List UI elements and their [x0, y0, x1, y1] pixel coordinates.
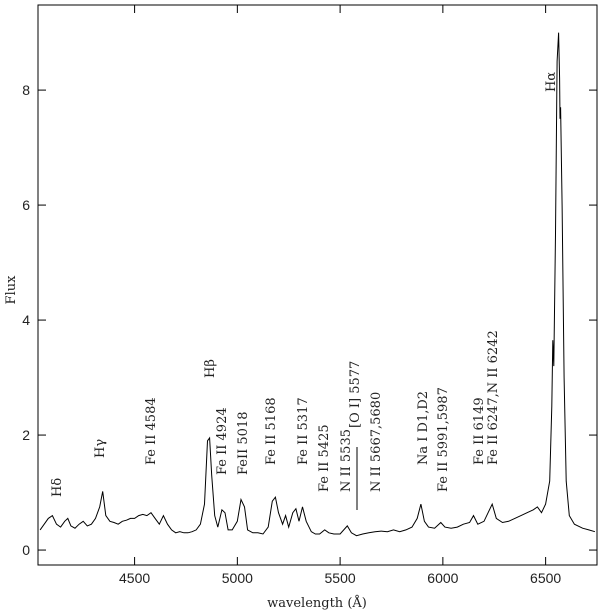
y-axis-label: Flux: [4, 275, 19, 305]
y-tick-label: 6: [22, 197, 30, 213]
x-tick-label: 6500: [530, 570, 561, 586]
line-annotation: Fe II 4584: [144, 397, 159, 465]
y-tick-label: 4: [22, 312, 30, 328]
line-annotation: Fe II 4924: [215, 407, 230, 475]
line-annotation: Fe II 5168: [264, 397, 279, 465]
x-tick-label: 4500: [119, 570, 150, 586]
line-annotation: Fe II 5317: [296, 397, 311, 465]
line-annotation: FeII 5018: [236, 412, 251, 476]
line-annotation: Hδ: [50, 478, 65, 497]
line-annotation: N II 5535: [339, 429, 354, 492]
x-axis-label: wavelength (Å): [267, 595, 367, 611]
line-annotation: Hγ: [93, 439, 108, 458]
line-annotation: Fe II 6149: [472, 397, 487, 465]
line-annotation: Hβ: [203, 359, 218, 378]
spectrum-line: [39, 32, 596, 537]
y-tick-label: 2: [22, 427, 30, 443]
x-tick-label: 5500: [325, 570, 356, 586]
line-annotation: Hα: [544, 72, 559, 92]
line-annotation: Fe II 6247,N II 6242: [486, 330, 501, 465]
y-tick-label: 8: [22, 82, 30, 98]
y-tick-label: 0: [22, 542, 30, 558]
x-tick-label: 5000: [222, 570, 253, 586]
x-tick-label: 6000: [427, 570, 458, 586]
plot-frame: [37, 4, 598, 566]
line-annotation: N II 5667,5680: [369, 392, 384, 492]
line-annotation: Fe II 5425: [317, 424, 332, 492]
line-annotation: Na I D1,D2: [416, 391, 431, 465]
line-annotation: Fe II 5991,5987: [436, 387, 451, 492]
line-annotation: [O I] 5577: [348, 361, 363, 428]
